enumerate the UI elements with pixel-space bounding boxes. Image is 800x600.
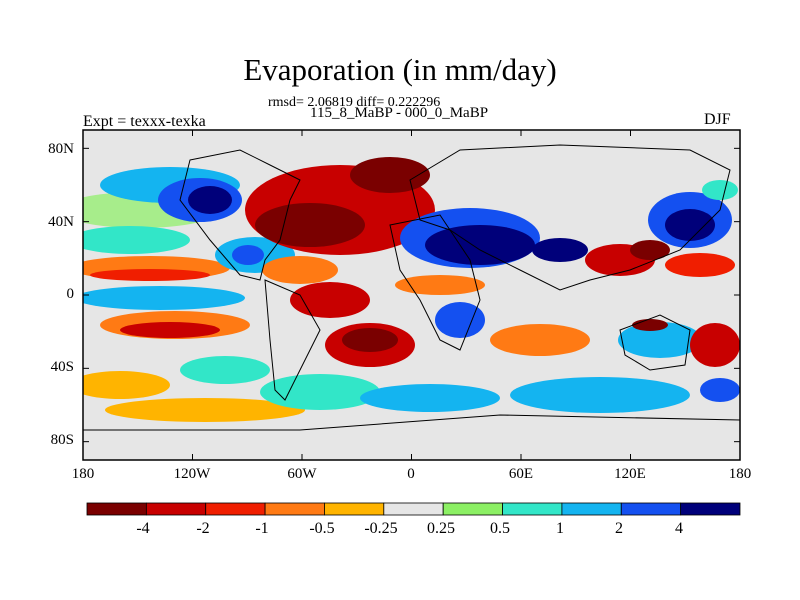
colorbar-swatch — [561, 502, 622, 516]
x-tick-label: 120W — [173, 466, 211, 482]
contour-region — [83, 371, 170, 399]
colorbar-label: 2 — [615, 520, 623, 537]
colorbar-swatch — [502, 502, 563, 516]
x-tick-label: 180 — [728, 466, 752, 482]
contour-region — [83, 226, 190, 254]
y-tick-label: 80N — [48, 141, 74, 157]
colorbar-label: -1 — [255, 520, 269, 537]
chart-subtitle: 115_8_MaBP - 000_0_MaBP — [310, 105, 489, 121]
y-tick-label: 80S — [50, 432, 74, 448]
contour-region — [262, 256, 338, 284]
contour-region — [350, 157, 430, 193]
x-tick-label: 0 — [407, 466, 415, 482]
contour-region — [290, 282, 370, 318]
contour-region — [105, 398, 305, 422]
contour-region — [83, 286, 245, 310]
colorbar-swatch — [620, 502, 682, 516]
contour-region — [120, 322, 220, 338]
colorbar-swatch — [680, 502, 741, 516]
colorbar-label: -2 — [196, 520, 210, 537]
colorbar-label: -4 — [136, 520, 150, 537]
colorbar-label: 4 — [675, 520, 683, 537]
x-tick-label: 60W — [287, 466, 317, 482]
contour-region — [255, 203, 365, 247]
colorbar-label: -0.5 — [309, 520, 335, 537]
contour-region — [490, 324, 590, 356]
colorbar — [86, 502, 741, 516]
colorbar-label: -0.25 — [364, 520, 398, 537]
contour-region — [632, 319, 668, 331]
contour-region — [232, 245, 264, 265]
y-tick-label: 0 — [66, 286, 75, 302]
colorbar-swatch — [324, 502, 385, 516]
contour-region — [510, 377, 690, 413]
experiment-label: Expt = texxx-texka — [83, 113, 206, 130]
contour-region — [690, 323, 740, 367]
contour-region — [360, 384, 500, 412]
colorbar-label: 0.25 — [427, 520, 455, 537]
x-tick-label: 60E — [508, 466, 534, 482]
contour-region — [630, 240, 670, 260]
coastlines — [83, 144, 740, 431]
colorbar-swatch — [442, 502, 503, 516]
contour-region — [618, 322, 702, 358]
contour-region — [180, 356, 270, 384]
season-label: DJF — [704, 111, 731, 128]
y-tick-label: 40S — [50, 359, 74, 375]
colorbar-swatch — [264, 502, 325, 516]
x-tick-marks — [82, 130, 741, 460]
contour-region — [700, 378, 740, 402]
x-tick-label: 180 — [71, 466, 95, 482]
map-plot-area — [83, 130, 740, 460]
contour-region — [425, 225, 535, 265]
colorbar-label: 1 — [556, 520, 564, 537]
chart-title: Evaporation (in mm/day) — [243, 52, 557, 87]
contour-region — [665, 209, 715, 241]
y-tick-label: 40N — [48, 214, 74, 230]
x-tick-label: 120E — [614, 466, 646, 482]
colorbar-label: 0.5 — [490, 520, 510, 537]
colorbar-swatch — [205, 502, 266, 516]
contour-region — [702, 180, 738, 200]
colorbar-swatch — [145, 502, 207, 516]
contour-region — [90, 269, 210, 281]
contour-region — [260, 374, 380, 410]
contour-region — [188, 186, 232, 214]
colorbar-swatch — [86, 502, 147, 516]
contour-region — [342, 328, 398, 352]
contour-region — [395, 275, 485, 295]
colorbar-swatch — [383, 502, 444, 516]
rmsd-diff-stats: rmsd= 2.06819 diff= 0.222296 — [268, 95, 441, 110]
y-tick-marks — [83, 147, 740, 443]
contour-region — [665, 253, 735, 277]
contour-region — [532, 238, 588, 262]
contour-region — [435, 302, 485, 338]
